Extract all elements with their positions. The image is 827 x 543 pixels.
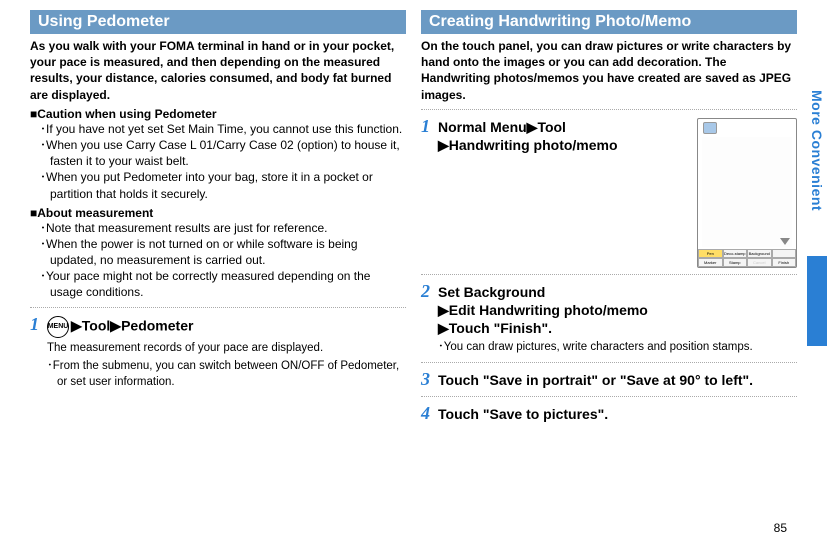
list-item: ･When the power is not turned on or whil… (40, 236, 406, 268)
step-desc-sub: ･From the submenu, you can switch betwee… (47, 359, 406, 390)
divider (421, 109, 797, 110)
step-title-line3: ▶Touch "Finish". (438, 319, 797, 337)
sidebar: More Convenient (807, 90, 827, 346)
list-item: ･If you have not yet set Set Main Time, … (40, 121, 406, 137)
phone-tab: Background (747, 249, 772, 258)
step-title: Touch "Save in portrait" or "Save at 90°… (438, 371, 797, 389)
phone-status-icon (703, 122, 717, 134)
right-step-3: 3 Touch "Save in portrait" or "Save at 9… (421, 369, 797, 391)
phone-tab: Pen (698, 249, 723, 258)
step-desc: ･You can draw pictures, write characters… (438, 340, 797, 356)
page-number: 85 (774, 521, 787, 535)
phone-tab: Stamp (723, 258, 748, 267)
sidebar-label: More Convenient (809, 90, 825, 211)
about-list: ･Note that measurement results are just … (30, 220, 406, 301)
sidebar-tab (807, 256, 827, 346)
step-number: 4 (421, 403, 430, 425)
pedometer-intro: As you walk with your FOMA terminal in h… (30, 38, 406, 103)
phone-tab: Deco-stamp (723, 249, 748, 258)
right-step-1: 1 Pen Deco-stamp Background Marker Stamp (421, 116, 797, 268)
step-title-line2: ▶Edit Handwriting photo/memo (438, 301, 797, 319)
phone-tab: Cancel (747, 258, 772, 267)
divider (421, 274, 797, 275)
step-number: 3 (421, 369, 430, 391)
step-title: Touch "Save to pictures". (438, 405, 797, 423)
phone-screen (702, 137, 792, 247)
phone-preview: Pen Deco-stamp Background Marker Stamp C… (697, 118, 797, 268)
handwriting-section-header: Creating Handwriting Photo/Memo (421, 10, 797, 34)
step-number: 2 (421, 281, 430, 303)
phone-tab (772, 249, 797, 258)
phone-tab-row-1: Pen Deco-stamp Background (698, 249, 796, 258)
list-item: ･When you put Pedometer into your bag, s… (40, 169, 406, 201)
list-item: ･When you use Carry Case L 01/Carry Case… (40, 137, 406, 169)
step-title: MENU▶Tool▶Pedometer (47, 316, 406, 338)
right-column: Creating Handwriting Photo/Memo On the t… (421, 10, 797, 425)
caution-list: ･If you have not yet set Set Main Time, … (30, 121, 406, 202)
list-item: ･Note that measurement results are just … (40, 220, 406, 236)
left-step-1: 1 MENU▶Tool▶Pedometer The measurement re… (30, 314, 406, 391)
phone-tab: Marker (698, 258, 723, 267)
right-step-2: 2 Set Background ▶Edit Handwriting photo… (421, 281, 797, 356)
divider (421, 396, 797, 397)
phone-tab-row-2: Marker Stamp Cancel Finish (698, 258, 796, 267)
left-column: Using Pedometer As you walk with your FO… (30, 10, 406, 425)
handwriting-intro: On the touch panel, you can draw picture… (421, 38, 797, 103)
step-desc: The measurement records of your pace are… (47, 341, 406, 357)
divider (30, 307, 406, 308)
phone-tab: Finish (772, 258, 797, 267)
list-item: ･Your pace might not be correctly measur… (40, 268, 406, 300)
caution-header: ■Caution when using Pedometer (30, 107, 406, 121)
step-number: 1 (30, 314, 39, 336)
step-title-line1: Set Background (438, 283, 797, 301)
step-number: 1 (421, 116, 430, 138)
about-header: ■About measurement (30, 206, 406, 220)
right-step-4: 4 Touch "Save to pictures". (421, 403, 797, 425)
divider (421, 362, 797, 363)
pedometer-section-header: Using Pedometer (30, 10, 406, 34)
dropdown-icon (780, 238, 790, 245)
menu-icon: MENU (47, 316, 69, 338)
